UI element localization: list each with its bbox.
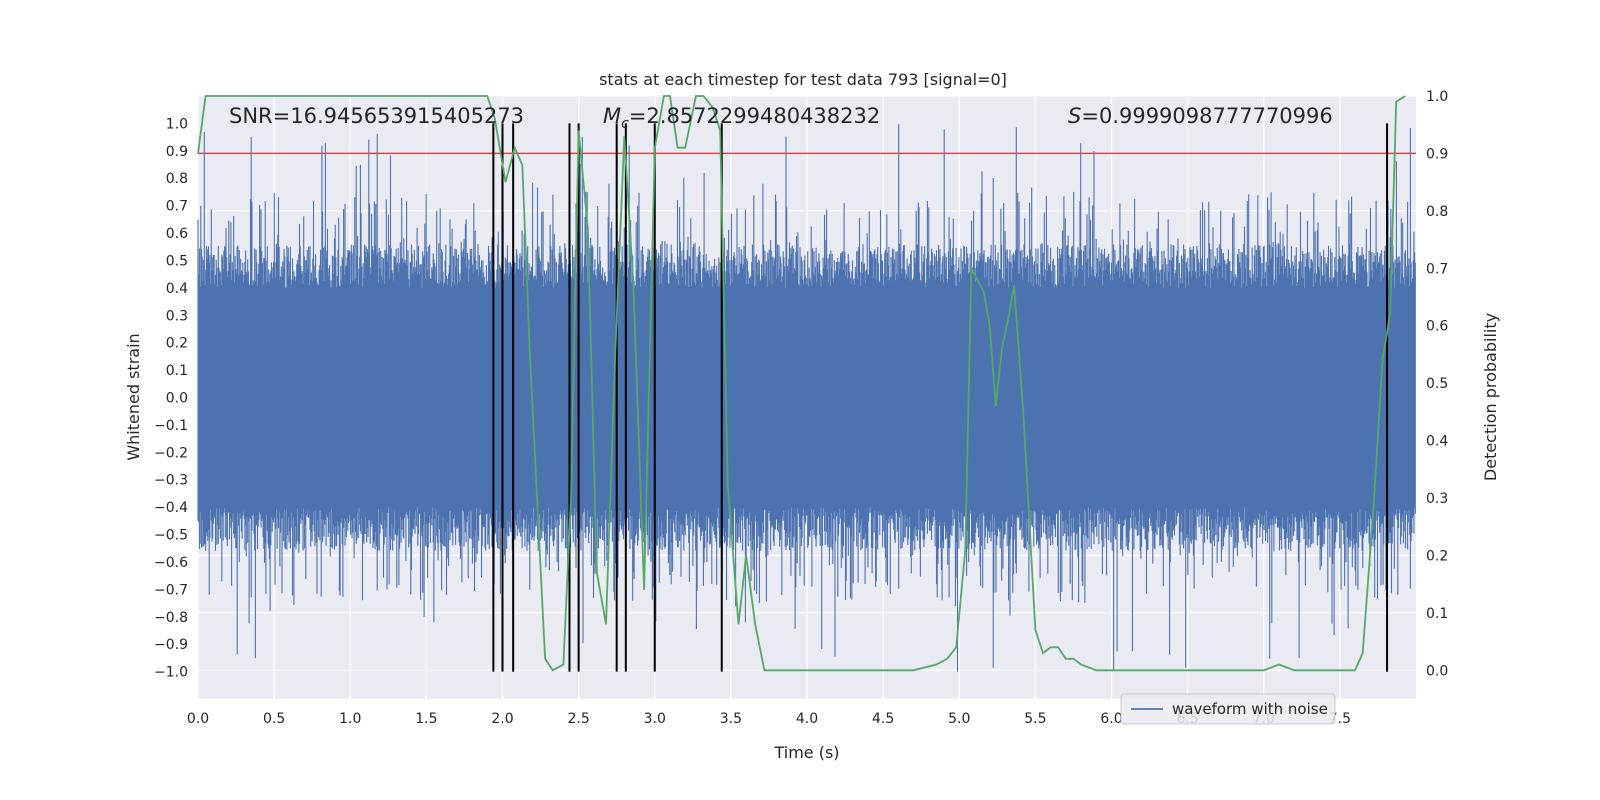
vertical-markers (492, 123, 1389, 672)
legend: waveform with noise (1120, 693, 1336, 725)
y2-tick-label-8: 0.2 (1426, 548, 1448, 564)
y2-tick-label-1: 0.9 (1426, 146, 1448, 162)
legend-label-waveform: waveform with noise (1172, 700, 1328, 718)
y-tick-label-13: −0.3 (154, 473, 188, 489)
snr-annotation: SNR=16.945653915405273 (229, 104, 524, 128)
chart-title: stats at each timestep for test data 793… (599, 70, 1007, 89)
y-tick-label-18: −0.8 (154, 610, 188, 626)
y2-tick-label-0: 1.0 (1426, 89, 1448, 105)
y-tick-label-12: −0.2 (154, 445, 188, 461)
y2-ticks: 1.0 0.9 0.8 0.7 0.6 0.5 0.4 0.3 0.2 0.1 0.0 (1426, 89, 1448, 679)
y-tick-label-6: 0.4 (166, 281, 188, 297)
y2-tick-label-9: 0.1 (1426, 606, 1448, 622)
x-tick-label-6: 3.0 (644, 711, 666, 727)
x-tick-label-1: 0.5 (263, 711, 285, 727)
x-tick-label-11: 5.5 (1024, 711, 1046, 727)
y-tick-label-17: −0.7 (154, 582, 188, 598)
y-tick-label-9: 0.1 (166, 363, 188, 379)
s-symbol: S (1068, 104, 1081, 128)
x-tick-label-7: 3.5 (720, 711, 742, 727)
x-tick-label-0: 0.0 (187, 711, 209, 727)
y-tick-label-14: −0.4 (154, 500, 188, 516)
y2-tick-label-10: 0.0 (1426, 663, 1448, 679)
y-tick-label-15: −0.5 (154, 528, 188, 544)
y-tick-label-1: 0.9 (166, 144, 188, 160)
y-tick-label-11: −0.1 (154, 418, 188, 434)
probability-series (197, 95, 1406, 672)
y2-tick-label-3: 0.7 (1426, 261, 1448, 277)
y-tick-label-4: 0.6 (166, 226, 188, 242)
y-tick-label-16: −0.6 (154, 555, 188, 571)
waveform-line (197, 124, 1416, 672)
y-tick-label-19: −0.9 (154, 637, 188, 653)
mc-annotation: Mc=2.8572299480438232 (603, 104, 880, 132)
y2-tick-label-5: 0.5 (1426, 376, 1448, 392)
y2-tick-label-4: 0.6 (1426, 319, 1448, 335)
y-tick-label-10: 0.0 (166, 391, 188, 407)
waveform-series (197, 124, 1416, 672)
y2-tick-label-2: 0.8 (1426, 204, 1448, 220)
y-tick-label-7: 0.3 (166, 308, 188, 324)
y-tick-label-8: 0.2 (166, 336, 188, 352)
mc-value: =2.8572299480438232 (629, 104, 880, 128)
y2-tick-label-7: 0.3 (1426, 491, 1448, 507)
mc-subscript: c (621, 116, 629, 132)
x-axis-label: Time (s) (773, 743, 839, 762)
x-tick-label-2: 1.0 (339, 711, 361, 727)
probability-line (197, 95, 1406, 672)
y-tick-label-0: 1.0 (166, 116, 188, 132)
s-annotation: S=0.9999098777770996 (1068, 104, 1333, 128)
s-value: =0.9999098777770996 (1081, 104, 1332, 128)
x-tick-label-10: 5.0 (948, 711, 970, 727)
x-tick-label-4: 2.0 (491, 711, 513, 727)
y-axis-label: Whitened strain (124, 333, 143, 460)
y2-tick-label-6: 0.4 (1426, 434, 1448, 450)
legend-box (1120, 693, 1336, 725)
x-tick-label-8: 4.0 (796, 711, 818, 727)
x-tick-label-3: 1.5 (415, 711, 437, 727)
x-tick-label-9: 4.5 (872, 711, 894, 727)
y-tick-label-2: 0.8 (166, 171, 188, 187)
mc-symbol: M (603, 104, 621, 128)
y-ticks: 1.0 0.9 0.8 0.7 0.6 0.5 0.4 0.3 0.2 0.1 0.0 −0.1 −0.… (154, 116, 188, 680)
y-tick-label-20: −1.0 (154, 665, 188, 681)
x-tick-label-5: 2.5 (567, 711, 589, 727)
y-tick-label-3: 0.7 (166, 199, 188, 215)
y-tick-label-5: 0.5 (166, 253, 188, 269)
x-tick-label-12: 6.0 (1100, 711, 1122, 727)
y2-axis-label: Detection probability (1481, 313, 1500, 481)
